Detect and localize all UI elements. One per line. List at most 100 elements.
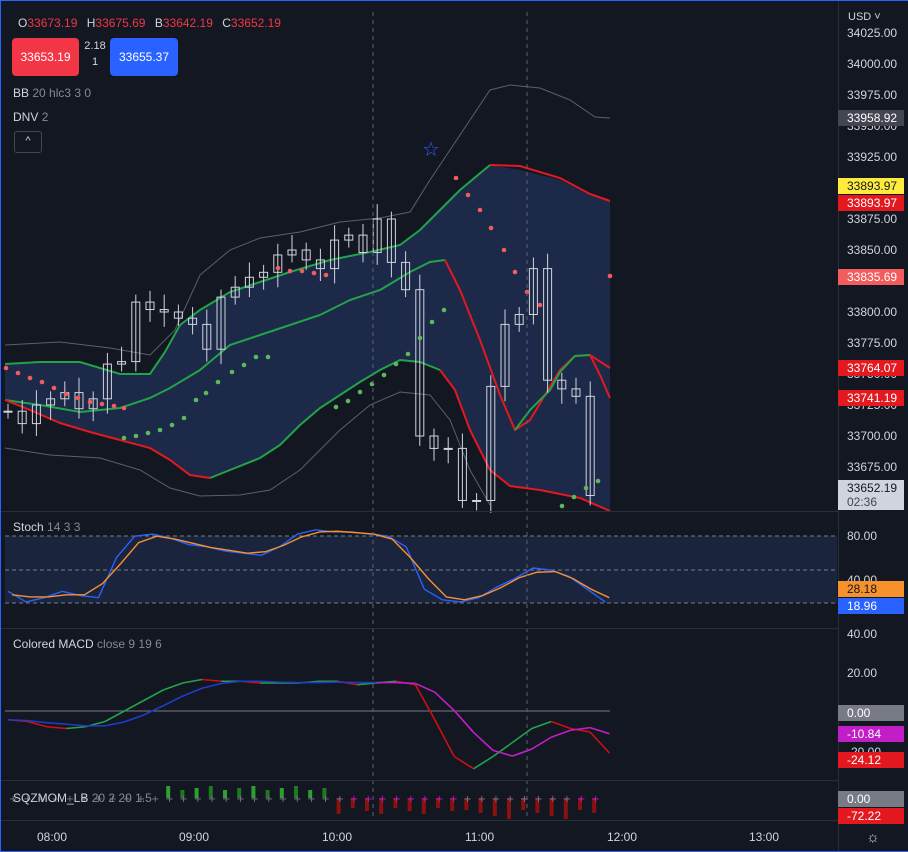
sqz-bar [436,798,440,808]
sar-dot-red [275,265,281,271]
pane-separator[interactable] [1,780,907,781]
candle-body [500,323,510,387]
macd-name: Colored MACD [13,637,94,651]
bollinger-band-fill [5,165,610,511]
candle-body [216,296,226,350]
candle-body [472,499,482,502]
sar-dot-red [99,401,105,407]
sqz-bar [478,798,483,813]
chevron-up-icon[interactable]: ^ [14,131,42,153]
macd-legend[interactable]: Colored MACD close 9 19 6 [13,637,162,651]
sar-dot-red [453,175,459,181]
sqz-cross: + [549,794,557,805]
candle-body [102,363,112,400]
candle-body [443,447,453,450]
bb-legend[interactable]: BB 20 hlc3 3 0 [13,86,91,100]
candle-body [528,268,538,315]
sqz-cross: + [236,794,244,805]
stoch-k-tag: 18.96 [838,598,904,614]
order-qty[interactable]: 1 [91,56,99,68]
open-value: 33673.19 [27,16,78,30]
sqz-cross: + [37,794,45,805]
candle-body [17,410,27,425]
price-axis-label: 33925.00 [847,150,898,164]
sar-dot-green [157,427,163,433]
sqz-cross: + [66,794,74,805]
sar-dot-green [441,307,447,313]
candle-body [230,286,240,298]
macd-zero-tag: 0.00 [838,705,904,721]
bb-params: 20 hlc3 3 0 [32,86,92,100]
sar-dot-green [181,415,187,421]
candle-body [287,249,297,256]
sqz-params: 20 2 20 1.5 [91,791,152,805]
sqz-cross: + [165,794,173,805]
sar-dot-green [393,361,399,367]
sqz-bar [350,798,355,808]
pane-separator[interactable] [1,820,907,821]
sar-dot-red [465,192,471,198]
sqz-bar [507,798,511,819]
sar-dot-green [145,430,151,436]
sar-dot-green [369,381,375,387]
sar-dot-red [537,302,543,308]
sqz-bar [208,786,213,798]
macd-line-segment [182,678,203,684]
macd-line-segment [162,682,183,691]
signal-line-segment [531,736,552,750]
ohlc-legend: O33673.19 H33675.69 B33642.19 C33652.19 [18,16,287,30]
sqz-cross: + [506,794,514,805]
sell-button[interactable]: 33653.19 [12,38,79,76]
signal-line-segment [104,721,125,727]
price-axis-label: 33875.00 [847,212,898,226]
sar-dot-green [193,397,199,403]
candle-body [46,398,56,406]
gear-icon[interactable]: ☼ [866,829,880,846]
sar-dot-green [241,362,247,368]
sqz-bar [578,798,582,810]
pane-separator[interactable] [1,511,907,512]
sar-dot-red [488,225,494,231]
bb-outer-lower [4,391,491,506]
sqz-bar [166,786,171,798]
sqz-cross: + [577,794,585,805]
sar-dot-green [121,435,127,441]
sar-dot-green [169,422,175,428]
price-axis-label: 33675.00 [847,460,898,474]
sar-dot-red [501,247,507,253]
sar-dot-red [39,379,45,385]
sar-dot-red [477,207,483,213]
sar-dot-green [229,369,235,375]
sqz-cross: + [151,794,159,805]
sqz-bar [251,786,256,798]
dnv-legend[interactable]: DNV 2 [13,110,48,124]
sqz-cross: + [421,794,429,805]
signal-line-segment [570,726,591,732]
macd-line-segment [473,755,494,770]
sqz-bar [535,798,540,813]
high-value: 33675.69 [95,16,146,30]
sqz-legend[interactable]: SQZMOM_LB 20 2 20 1.5 [13,791,152,805]
sqz-cross: + [250,794,258,805]
macd-line-segment [511,727,533,744]
candle-body [514,313,524,325]
sar-dot-red [51,385,57,391]
signal-line-segment [589,726,610,735]
candle-body [415,289,425,437]
buy-button[interactable]: 33655.37 [110,38,178,76]
sqz-cross: + [52,794,60,805]
signal-line-segment [550,729,571,739]
signal-line-segment [453,710,475,733]
sqz-value-tag: -72.22 [838,808,904,824]
stoch-legend[interactable]: Stoch 14 3 3 [13,520,80,534]
time-label: 09:00 [179,830,210,844]
currency-selector[interactable]: USD ˅ [848,11,881,23]
pane-separator[interactable] [1,628,907,629]
sqz-bar [365,798,369,811]
signal-line-segment [7,718,28,722]
sqz-bar [294,786,298,798]
sar-dot-green [571,494,577,500]
sqz-cross: + [293,794,301,805]
sqz-bar [180,790,185,798]
